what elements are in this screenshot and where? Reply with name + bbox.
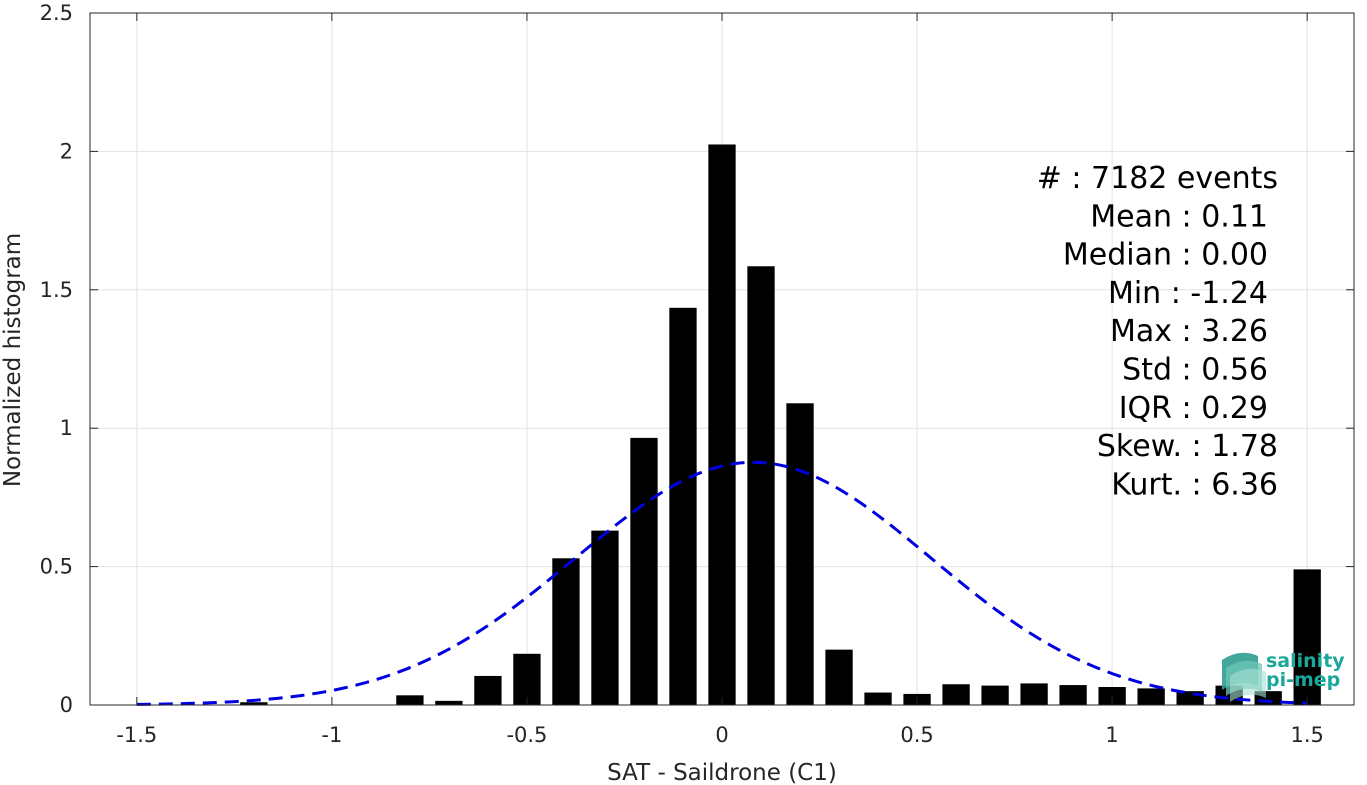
y-tick-label: 0.5: [40, 555, 73, 579]
stat-line: Median : 0.00: [1063, 238, 1268, 273]
x-tick-labels: -1.5 -1 -0.5 0 0.5 1 1.5: [116, 723, 1324, 747]
histogram-bar: [942, 684, 970, 705]
y-tick-labels: 0 0.5 1 1.5 2 2.5: [40, 1, 73, 717]
histogram-bar: [396, 695, 424, 705]
histogram-bar: [786, 403, 814, 705]
stat-line: # : 7182 events: [1037, 161, 1278, 196]
stat-line: Std : 0.56: [1122, 353, 1268, 388]
logo-text-line2: pi-mep: [1266, 669, 1340, 691]
y-tick-label: 0: [60, 693, 73, 717]
x-tick-label: 0.5: [900, 723, 933, 747]
stat-line: Mean : 0.11: [1090, 199, 1268, 234]
histogram-bar: [1098, 687, 1126, 705]
salinity-pimep-logo: salinity pi-mep: [1222, 650, 1345, 702]
histogram-bar: [1293, 569, 1321, 705]
x-tick-label: 1: [1105, 723, 1118, 747]
stat-line: Max : 3.26: [1110, 314, 1268, 349]
histogram-bar: [1059, 685, 1087, 705]
y-tick-label: 1: [60, 416, 73, 440]
x-tick-label: 1.5: [1290, 723, 1323, 747]
histogram-bar: [1137, 688, 1165, 705]
histogram-bar: [981, 685, 1009, 705]
histogram-bar: [708, 144, 736, 706]
histogram-bars: [240, 144, 1321, 706]
y-tick-label: 1.5: [40, 278, 73, 302]
histogram-bar: [669, 307, 697, 705]
histogram-bar: [552, 558, 580, 705]
x-tick-label: -0.5: [506, 723, 547, 747]
histogram-bar: [240, 702, 268, 705]
histogram-bar: [747, 266, 775, 705]
logo-text-line1: salinity: [1266, 650, 1345, 672]
histogram-bar: [825, 649, 853, 705]
y-tick-label: 2: [60, 139, 73, 163]
x-axis-label: SAT - Saildrone (C1): [607, 760, 837, 785]
y-axis-label: Normalized histogram: [0, 233, 26, 487]
gaussian-fit-curve: [136, 460, 1308, 706]
histogram-bar: [864, 692, 892, 705]
stat-line: Skew. : 1.78: [1097, 429, 1278, 464]
x-tick-label: -1: [321, 723, 342, 747]
histogram-bar: [435, 700, 463, 705]
histogram-bar: [630, 437, 658, 705]
y-tick-label: 2.5: [40, 1, 73, 25]
stat-line: IQR : 0.29: [1119, 391, 1268, 426]
x-tick-label: 0: [715, 723, 728, 747]
logo-mark-icon: [1222, 652, 1266, 702]
x-tick-label: -1.5: [116, 723, 157, 747]
stat-line: Kurt. : 6.36: [1111, 467, 1278, 502]
histogram-bar: [591, 530, 619, 705]
histogram-bar: [513, 653, 541, 705]
histogram-bar: [1020, 683, 1048, 705]
histogram-bar: [474, 675, 502, 705]
stat-line: Min : -1.24: [1108, 276, 1268, 311]
axes: [89, 12, 1355, 706]
